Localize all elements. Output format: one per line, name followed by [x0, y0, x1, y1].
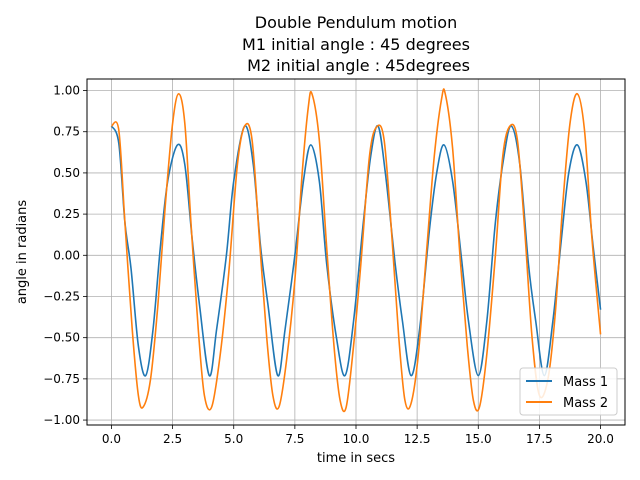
y-tick-label: 1.00: [53, 84, 80, 98]
series-line-mass-2: [110, 88, 602, 413]
legend-label-mass-1: Mass 1: [563, 375, 608, 390]
x-tick-label: 2.5: [163, 432, 182, 446]
y-tick-label: 0.25: [53, 207, 80, 221]
x-tick-label: 5.0: [224, 432, 243, 446]
chart-title-line-3: M2 initial angle : 45degrees: [242, 56, 470, 75]
x-tick-label: 15.0: [465, 432, 492, 446]
y-tick-label: 0.50: [53, 166, 80, 180]
x-tick-label: 17.5: [526, 432, 553, 446]
series-lines: [110, 88, 602, 413]
x-axis-ticks: 0.0 2.5 5.0 7.5 10.0 12.5 15.0 17.5 20.0: [102, 425, 614, 446]
x-tick-label: 12.5: [404, 432, 431, 446]
x-tick-label: 0.0: [102, 432, 121, 446]
x-tick-label: 20.0: [587, 432, 614, 446]
y-tick-label: 0.00: [53, 248, 80, 262]
y-axis-ticks: −1.00 −0.75 −0.50 −0.25 0.00 0.25 0.50 0.75 1.00: [43, 84, 87, 427]
x-axis-label: time in secs: [317, 451, 395, 466]
chart-title-line-2: M1 initial angle : 45 degrees: [242, 35, 470, 54]
x-tick-label: 10.0: [343, 432, 370, 446]
y-tick-label: −0.75: [43, 372, 80, 386]
y-tick-label: −0.25: [43, 289, 80, 303]
chart-title-line-1: Double Pendulum motion: [255, 13, 457, 32]
legend-box: [519, 367, 618, 416]
x-tick-label: 7.5: [285, 432, 304, 446]
legend-label-mass-2: Mass 2: [563, 396, 608, 411]
y-tick-label: −1.00: [43, 413, 80, 427]
y-axis-label: angle in radians: [15, 200, 30, 305]
chart-title: Double Pendulum motion M1 initial angle …: [242, 13, 470, 75]
y-tick-label: 0.75: [53, 125, 80, 139]
y-tick-label: −0.50: [43, 331, 80, 345]
legend: Mass 1 Mass 2: [519, 367, 618, 416]
